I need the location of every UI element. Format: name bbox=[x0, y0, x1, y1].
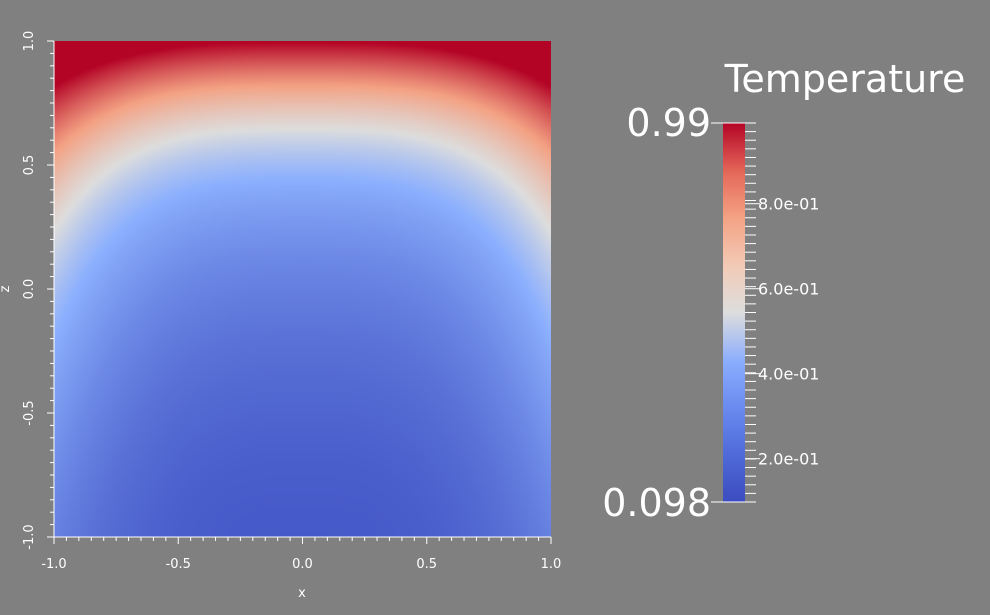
colorbar-tick-label: 8.0e-01 bbox=[758, 195, 819, 214]
colorbar-max-label: 0.99 bbox=[626, 101, 711, 145]
y-tick-label: 0.0 bbox=[22, 279, 37, 300]
colorbar bbox=[723, 123, 745, 502]
colorbar-minor-ticks bbox=[745, 122, 756, 503]
x-axis-title: x bbox=[298, 586, 306, 601]
temperature-field bbox=[54, 41, 551, 537]
y-tick-label: -1.0 bbox=[22, 524, 37, 549]
x-tick-label: -0.5 bbox=[166, 557, 191, 572]
colorbar-tick-label: 4.0e-01 bbox=[758, 365, 819, 384]
x-tick-label: 1.0 bbox=[541, 557, 562, 572]
y-axis: -1.0 -0.5 0.0 0.5 1.0 bbox=[22, 31, 55, 550]
colorbar-tick-label: 2.0e-01 bbox=[758, 450, 819, 469]
x-axis: -1.0 -0.5 0.0 0.5 1.0 bbox=[41, 536, 562, 572]
x-tick-label: 0.5 bbox=[416, 557, 437, 572]
colorbar-title: Temperature bbox=[724, 57, 966, 101]
colorbar-tick-label: 6.0e-01 bbox=[758, 280, 819, 299]
colorbar-ticks: 2.0e-01 4.0e-01 6.0e-01 8.0e-01 bbox=[711, 122, 819, 503]
x-tick-label: -1.0 bbox=[41, 557, 66, 572]
y-tick-label: -0.5 bbox=[22, 400, 37, 425]
y-axis-title: z bbox=[0, 285, 13, 292]
y-tick-label: 0.5 bbox=[22, 155, 37, 176]
x-tick-label: 0.0 bbox=[292, 557, 313, 572]
colorbar-min-label: 0.098 bbox=[602, 481, 711, 525]
y-tick-label: 1.0 bbox=[22, 31, 37, 52]
